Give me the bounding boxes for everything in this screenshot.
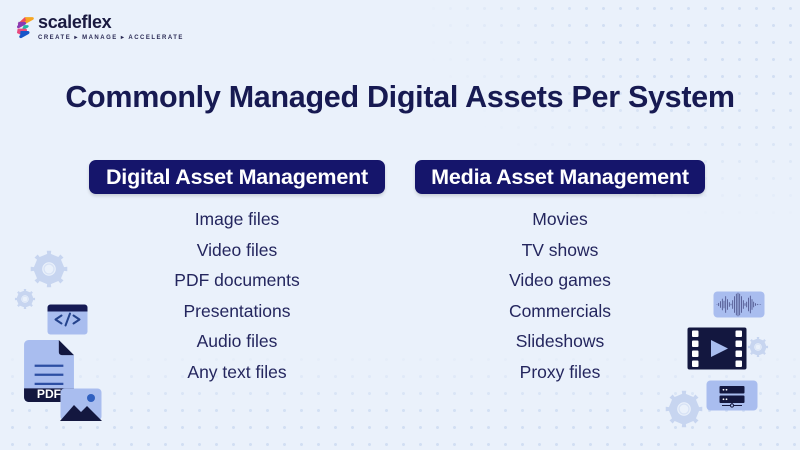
svg-text:PDF: PDF xyxy=(37,387,61,401)
